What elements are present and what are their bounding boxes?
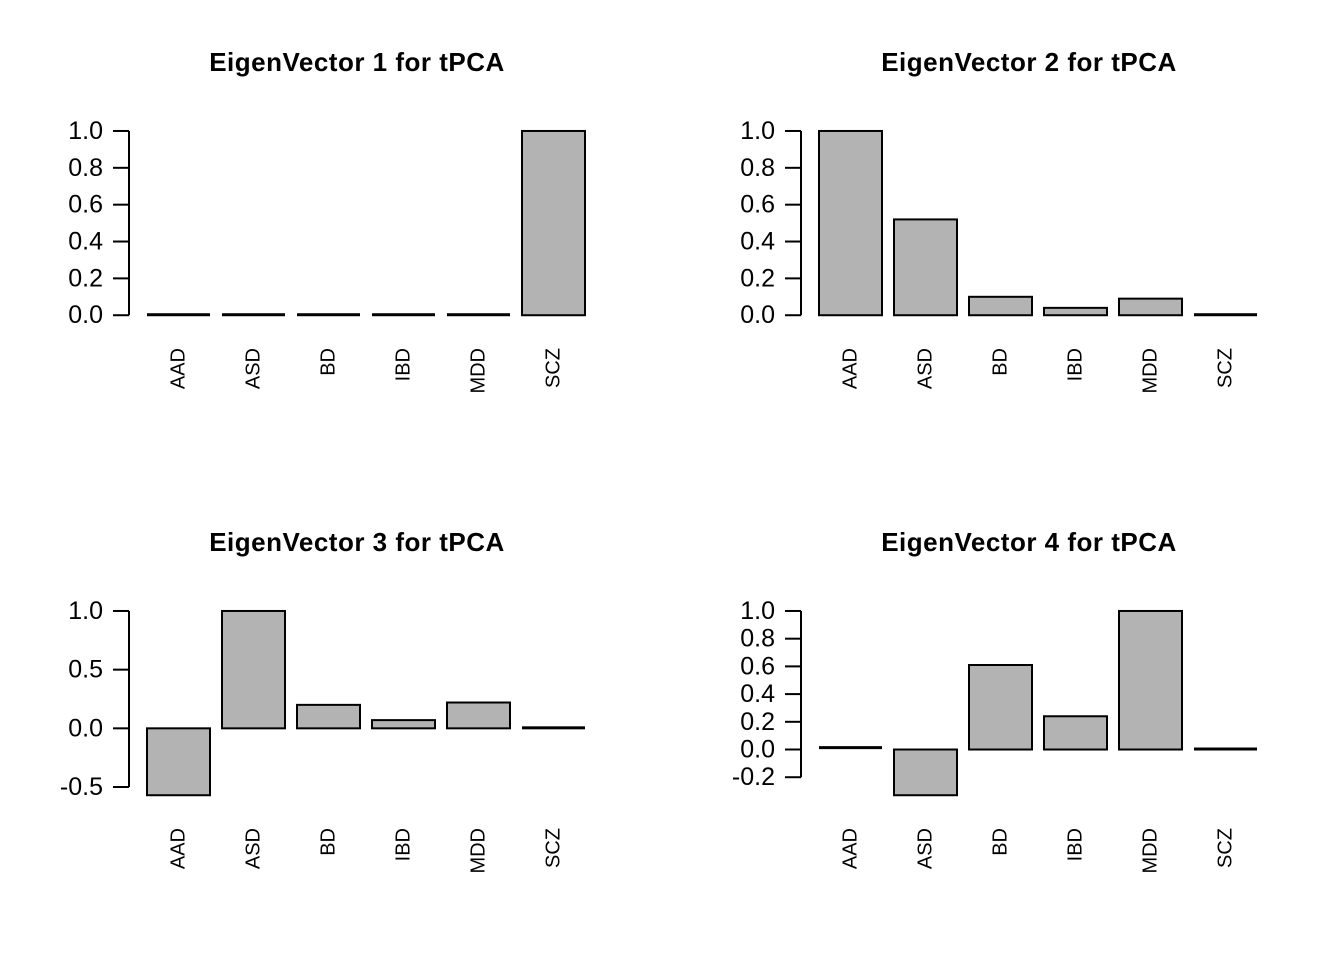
bar-IBD: [1043, 715, 1108, 751]
x-category-label-ASD: ASD: [243, 348, 265, 389]
y-tick-label: 0.2: [68, 264, 103, 292]
x-category-label-ASD: ASD: [243, 828, 265, 869]
y-tick-label: 1.0: [740, 117, 775, 145]
x-category-label-IBD: IBD: [1065, 348, 1087, 381]
x-category-label-ASD: ASD: [915, 348, 937, 389]
x-category-label-MDD: MDD: [468, 828, 490, 874]
bar-MDD: [447, 313, 510, 317]
eigenvector-3-barplot: -0.5 0.0 0.5 1.0 AAD ASD BD IBD MDD SCZ: [60, 597, 585, 874]
chart-title-eigenvector-4: EigenVector 4 for tPCA: [881, 527, 1177, 557]
y-tick-label: 0.4: [68, 228, 103, 256]
bar-BD: [296, 703, 361, 730]
x-category-label-MDD: MDD: [1140, 348, 1162, 394]
eigenvector-4-barplot: -0.20.00.20.40.60.81.0 AAD ASD BD IBD MDD SCZ: [732, 597, 1257, 874]
chart-title-eigenvector-3: EigenVector 3 for tPCA: [209, 527, 505, 557]
y-tick-label: 0.4: [740, 680, 775, 708]
x-category-label-IBD: IBD: [393, 828, 415, 861]
bar-MDD: [1118, 297, 1183, 317]
x-category-label-BD: BD: [318, 828, 340, 856]
y-tick-label: 1.0: [68, 597, 103, 625]
bar-ASD: [893, 218, 958, 317]
y-tick-label: 0.4: [740, 228, 775, 256]
bar-MDD: [1118, 609, 1183, 751]
x-category-label-BD: BD: [318, 348, 340, 376]
bar-SCZ: [521, 129, 586, 317]
y-tick-label: 0.2: [740, 264, 775, 292]
y-tick-label: 0.8: [68, 154, 103, 182]
eigenvector-2-barplot: 0.0 0.2 0.4 0.6 0.8 1.0 AAD ASD BD IBD MDD SCZ: [740, 117, 1257, 394]
bar-IBD: [371, 719, 436, 730]
y-tick-label: 0.8: [740, 154, 775, 182]
x-category-label-AAD: AAD: [840, 348, 862, 389]
bar-IBD: [372, 313, 435, 317]
bar-ASD: [221, 609, 286, 730]
y-tick-label: -0.5: [60, 773, 103, 801]
x-category-label-IBD: IBD: [393, 348, 415, 381]
x-category-label-IBD: IBD: [1065, 828, 1087, 861]
x-category-label-MDD: MDD: [1140, 828, 1162, 874]
chart-title-eigenvector-1: EigenVector 1 for tPCA: [209, 47, 505, 77]
x-category-label-ASD: ASD: [915, 828, 937, 869]
x-category-label-BD: BD: [990, 348, 1012, 376]
bar-AAD: [146, 727, 211, 797]
bar-BD: [968, 664, 1033, 751]
chart-title-eigenvector-2: EigenVector 2 for tPCA: [881, 47, 1177, 77]
x-category-label-AAD: AAD: [840, 828, 862, 869]
y-tick-label: 1.0: [740, 597, 775, 625]
y-tick-label: 0.6: [740, 191, 775, 219]
bar-AAD: [819, 746, 882, 750]
x-category-label-AAD: AAD: [168, 348, 190, 389]
y-tick-label: 0.2: [740, 708, 775, 736]
bar-MDD: [446, 701, 511, 730]
y-tick-label: 1.0: [68, 117, 103, 145]
barplot-panel-eigenvector-3: EigenVector 3 for tPCA -0.5 0.0 0.5 1.0 AAD A…: [0, 480, 672, 960]
bar-ASD: [222, 313, 285, 317]
y-tick-label: 0.8: [740, 625, 775, 653]
y-tick-label: 0.0: [740, 301, 775, 329]
bar-AAD: [147, 313, 210, 317]
y-tick-label: 0.0: [68, 714, 103, 742]
bar-SCZ: [522, 726, 585, 730]
bar-BD: [968, 295, 1033, 317]
bar-SCZ: [1194, 747, 1257, 751]
y-tick-label: 0.6: [68, 191, 103, 219]
bar-AAD: [818, 129, 883, 317]
y-tick-label: 0.5: [68, 656, 103, 684]
y-tick-label: 0.6: [740, 652, 775, 680]
x-category-label-SCZ: SCZ: [1215, 828, 1237, 868]
x-category-label-SCZ: SCZ: [1215, 348, 1237, 388]
y-tick-label: -0.2: [732, 763, 775, 791]
barplot-panel-eigenvector-1: EigenVector 1 for tPCA 0.0 0.2 0.4 0.6 0.8 1.…: [0, 0, 672, 480]
y-tick-label: 0.0: [740, 736, 775, 764]
barplot-panel-eigenvector-2: EigenVector 2 for tPCA 0.0 0.2 0.4 0.6 0.8 1.…: [672, 0, 1344, 480]
bar-SCZ: [1194, 313, 1257, 317]
x-category-label-SCZ: SCZ: [543, 348, 565, 388]
bar-IBD: [1043, 306, 1108, 317]
x-category-label-SCZ: SCZ: [543, 828, 565, 868]
barplot-panel-eigenvector-4: EigenVector 4 for tPCA -0.2 0.0 0.2 0.4 0.6 0…: [672, 480, 1344, 960]
eigenvector-1-barplot: 0.0 0.2 0.4 0.6 0.8 1.0 AAD ASD BD IBD MDD SCZ: [68, 117, 586, 394]
y-tick-label: 0.0: [68, 301, 103, 329]
x-category-label-AAD: AAD: [168, 828, 190, 869]
bar-BD: [297, 313, 360, 317]
x-category-label-BD: BD: [990, 828, 1012, 856]
bar-ASD: [893, 748, 958, 797]
x-category-label-MDD: MDD: [468, 348, 490, 394]
